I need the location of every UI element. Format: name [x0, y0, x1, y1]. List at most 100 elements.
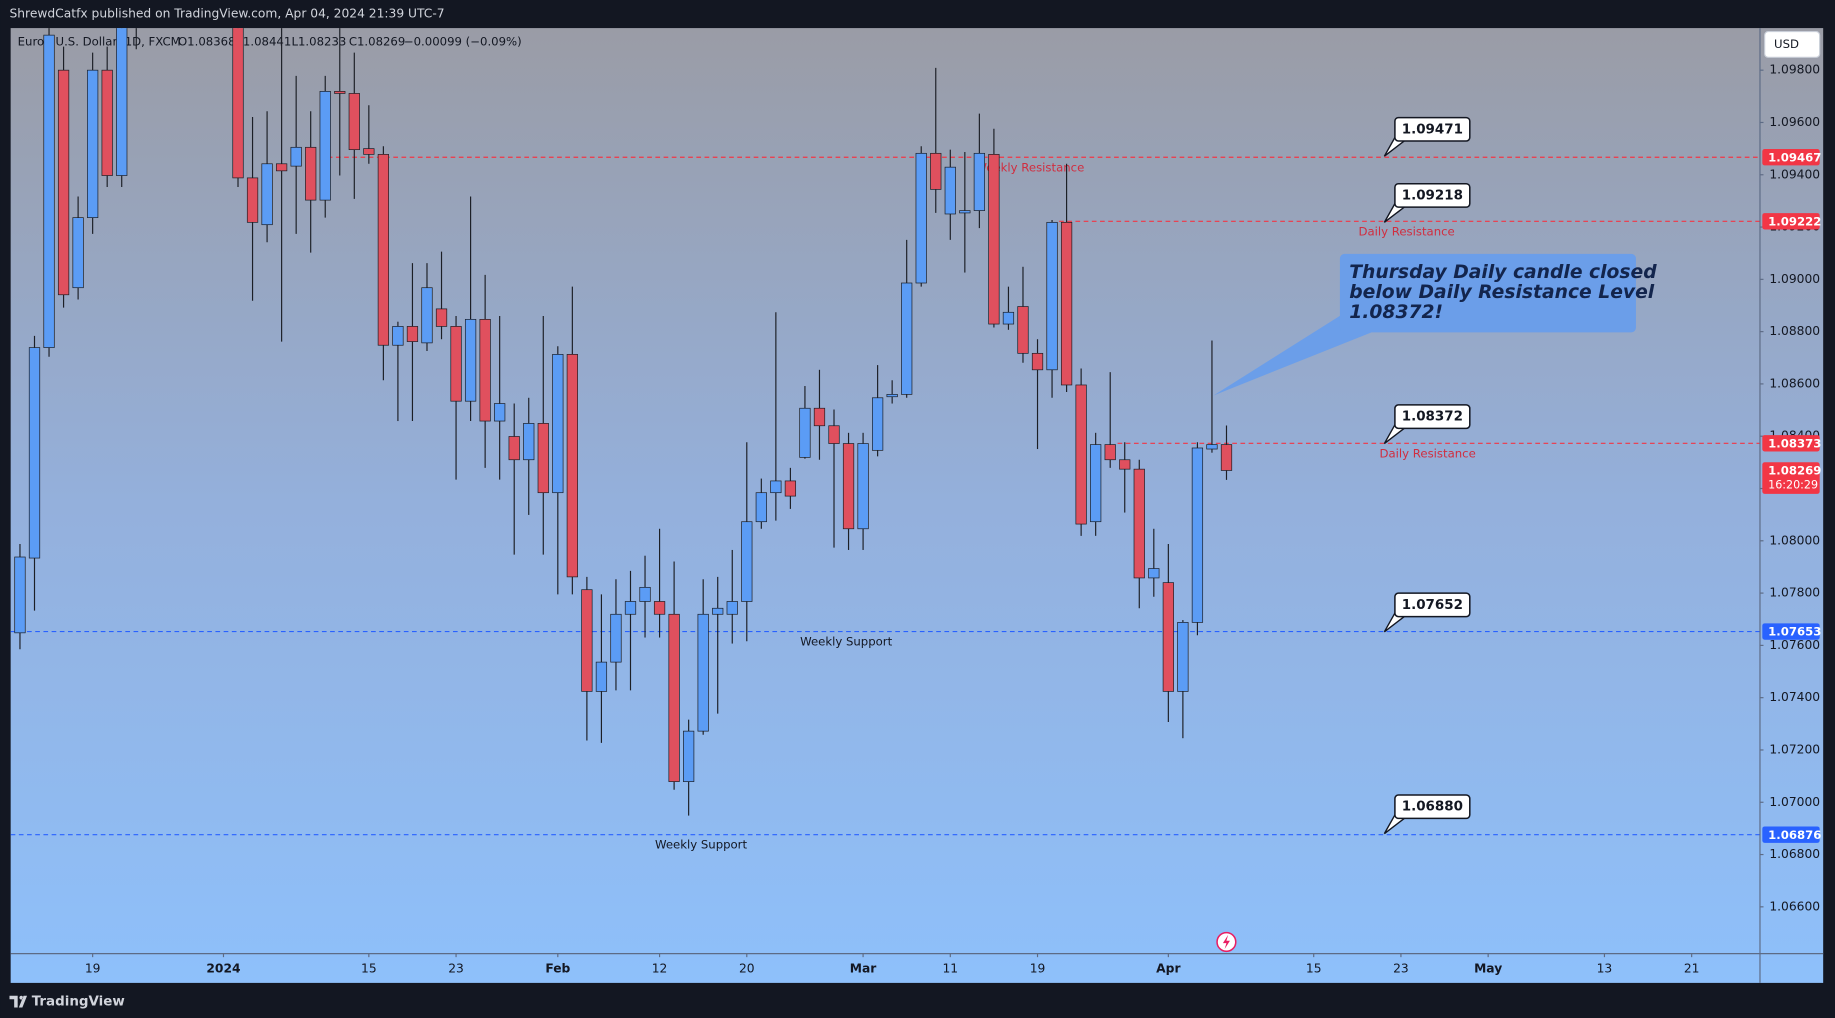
- candle-body: [1017, 306, 1029, 354]
- candle-body: [1133, 468, 1145, 579]
- price-tag-label: 1.07653: [1768, 625, 1821, 639]
- note-label: 1.09218: [1402, 188, 1463, 203]
- x-tick-label: 2024: [206, 961, 240, 975]
- y-tick-label: 1.08800: [1769, 324, 1820, 338]
- last-price-label: 1.08269: [1768, 464, 1821, 478]
- price-tag-label: 1.09222: [1768, 214, 1821, 228]
- candle-body: [915, 152, 927, 284]
- x-tick-label: 21: [1684, 961, 1700, 975]
- legend-close: C1.08269: [349, 35, 406, 49]
- candle-body: [872, 397, 884, 451]
- candle-body: [435, 308, 448, 327]
- currency[interactable]: USD: [1774, 37, 1799, 51]
- annotation-line: 1.08372!: [1349, 302, 1443, 323]
- annotation-line: Thursday Daily candle closed: [1349, 262, 1657, 283]
- candle-body: [116, 28, 128, 176]
- symbol: Euro / U.S. Dollar, 1D, FXCM: [18, 35, 181, 49]
- legend-high: H1.08441: [234, 35, 291, 49]
- price-tag-label: 1.09467: [1768, 150, 1821, 164]
- y-tick-label: 1.09600: [1769, 115, 1820, 129]
- candle-body: [1075, 384, 1087, 525]
- candle-body: [930, 152, 942, 190]
- candle-body: [87, 69, 99, 218]
- candle-body: [668, 613, 680, 782]
- y-tick-label: 1.06800: [1769, 847, 1820, 861]
- candle-body: [101, 69, 113, 176]
- candle-body: [1060, 221, 1073, 386]
- axes: 1.06600 1.06800 1.07000 1.07200 1.07400 1.076…: [85, 63, 1820, 976]
- annotation-pointer: [1213, 313, 1372, 396]
- candle-body: [14, 556, 26, 634]
- note-label: 1.09471: [1402, 122, 1463, 137]
- candle-body: [595, 661, 608, 692]
- x-tick-label: 23: [448, 961, 464, 975]
- x-tick-label: 23: [1393, 961, 1409, 975]
- y-tick-label: 1.06600: [1769, 899, 1820, 913]
- candle-body: [232, 28, 244, 179]
- replay-icon[interactable]: [1216, 931, 1237, 953]
- publisher-header: ShrewdCatfx published on TradingView.com…: [9, 7, 444, 21]
- candle-body: [464, 318, 477, 402]
- candle-body: [624, 601, 637, 615]
- candle-body: [523, 423, 535, 461]
- x-tick-label: 12: [652, 961, 668, 975]
- candle-body: [1177, 622, 1189, 692]
- candle-body: [72, 217, 84, 289]
- logo: TradingView: [9, 995, 125, 1010]
- candle-body: [494, 403, 506, 422]
- x-tick-label: Feb: [545, 961, 570, 975]
- y-tick-label: 1.09000: [1769, 272, 1820, 286]
- logo-mark: [9, 995, 28, 1008]
- candle-body: [406, 326, 419, 342]
- note-box: [1394, 794, 1471, 820]
- y-tick-label: 1.07600: [1769, 638, 1820, 652]
- candle-body: [43, 34, 55, 348]
- candle-body: [581, 589, 593, 692]
- candle-body: [1191, 447, 1204, 623]
- candle-body: [610, 613, 622, 663]
- legend: Euro / U.S. Dollar, 1D, FXCM O1.08368 H1…: [18, 35, 522, 49]
- candle-body: [770, 480, 782, 494]
- candle-body: [1162, 582, 1174, 692]
- price-tags: 1.09467 1.09222 1.08373 1.07653 1.06876 1.082…: [1762, 149, 1821, 843]
- level-text: Weekly Support: [800, 635, 893, 649]
- candle-body: [290, 146, 302, 167]
- level-text: Weekly Resistance: [975, 160, 1084, 174]
- candle-body: [305, 146, 317, 201]
- candle-body: [552, 354, 564, 494]
- candle-body: [57, 69, 70, 296]
- y-tick-label: 1.08600: [1769, 376, 1820, 390]
- candle-body: [988, 154, 1000, 325]
- candle-body: [901, 282, 913, 395]
- x-tick-label: 19: [1030, 961, 1046, 975]
- price-tag: [1762, 826, 1820, 843]
- price-tag-label: 1.06876: [1768, 828, 1821, 842]
- candle-body: [377, 154, 389, 346]
- candle-body: [1002, 311, 1015, 325]
- legend-change: −0.00099 (−0.09%): [404, 35, 522, 49]
- candle-body: [348, 93, 360, 151]
- currency-button[interactable]: [1764, 31, 1821, 58]
- price-tag: [1762, 623, 1820, 640]
- level-text: Weekly Support: [655, 838, 748, 852]
- annotation-box: [1339, 253, 1636, 333]
- level-text: Daily Resistance: [1358, 224, 1454, 238]
- candle-body: [784, 480, 797, 497]
- icon-bolt[interactable]: [1222, 934, 1230, 949]
- candle-body: [741, 521, 753, 602]
- y-tick-label: 1.08000: [1769, 533, 1820, 547]
- candle-body: [334, 91, 346, 94]
- note-box: [1394, 592, 1471, 618]
- candle-body: [1220, 444, 1233, 471]
- candle-body: [697, 613, 709, 732]
- x-tick-label: 19: [85, 961, 101, 975]
- candle-body: [726, 601, 738, 615]
- candle-body: [828, 425, 840, 444]
- x-tick-label: Apr: [1156, 961, 1181, 975]
- candle-body: [261, 163, 273, 226]
- candle-body: [508, 436, 520, 461]
- candle-body: [813, 407, 826, 427]
- legend-open: O1.08368: [178, 35, 236, 49]
- y-tick-label: 1.07400: [1769, 690, 1820, 704]
